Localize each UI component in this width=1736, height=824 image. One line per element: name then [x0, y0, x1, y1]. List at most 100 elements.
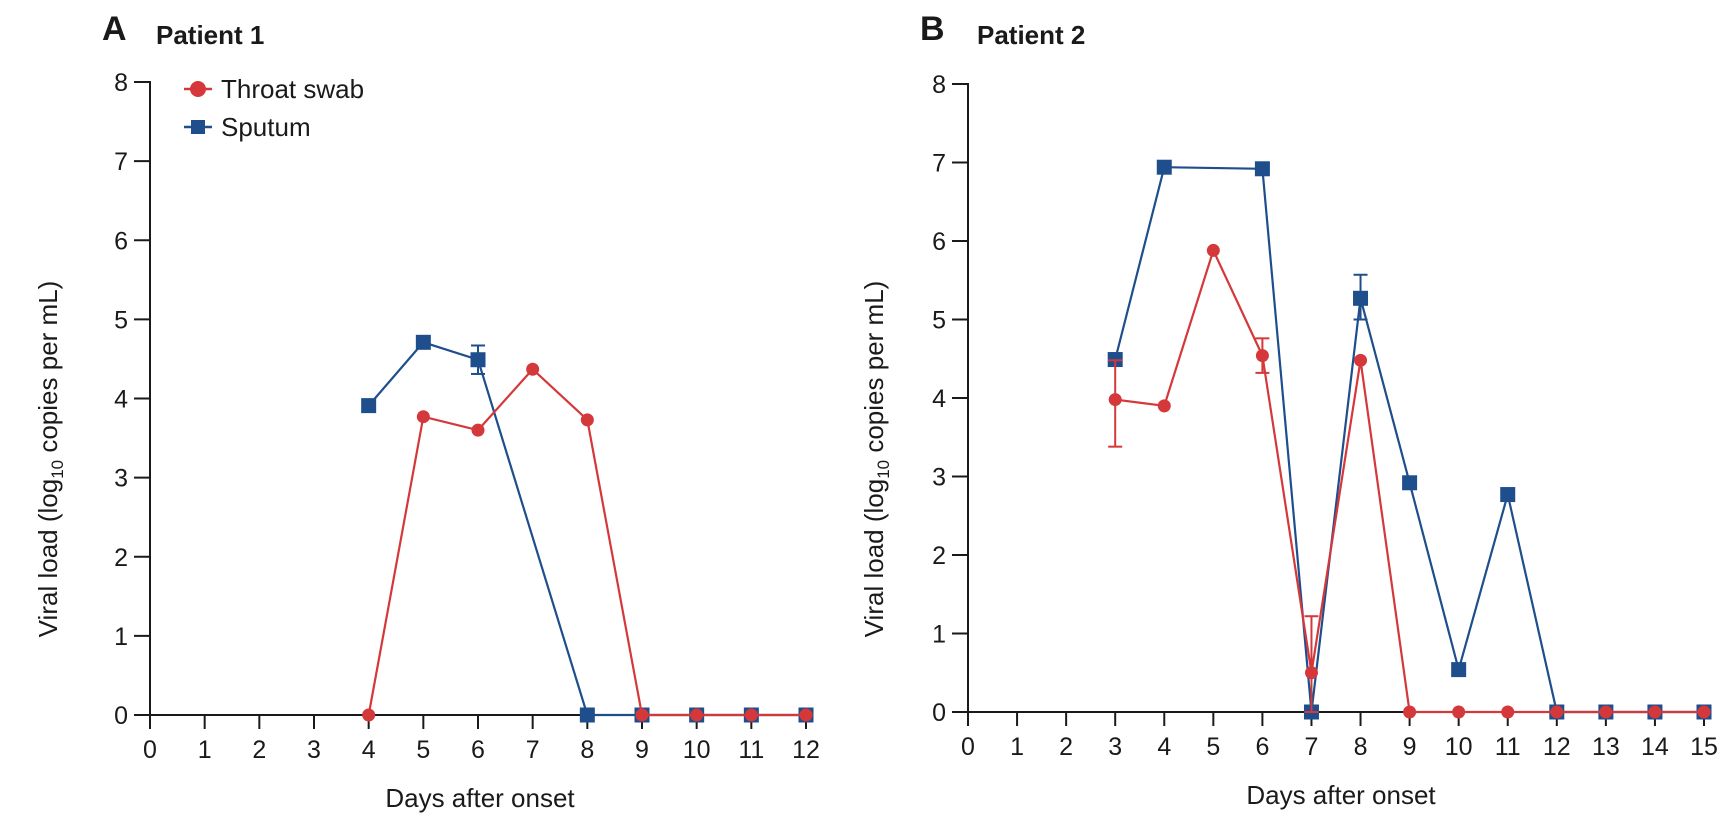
- panel-letter-a: A: [102, 10, 127, 48]
- y-axis-title-a: Viral load (log10 copies per mL): [33, 281, 67, 638]
- data-point-throat-swab-b-9: [1403, 705, 1417, 719]
- legend-label-sputum: Sputum: [221, 112, 311, 142]
- y-tick-label-b-1: 1: [932, 621, 946, 649]
- x-tick-label-b-10: 10: [1445, 733, 1473, 761]
- series-line-sputum-a: [367, 341, 806, 717]
- y-tick-label-b-2: 2: [932, 542, 946, 570]
- x-tick-label-b-14: 14: [1641, 733, 1669, 761]
- y-tick-label-a-6: 6: [114, 227, 128, 255]
- panel-b: B Patient 2 Days after onset Viral load …: [859, 10, 1718, 810]
- data-point-throat-swab-b-13: [1599, 705, 1613, 719]
- series-throat-swab-a: [362, 362, 813, 722]
- y-tick-label-a-1: 1: [114, 623, 128, 651]
- data-point-throat-swab-a-5: [416, 410, 430, 424]
- data-point-throat-swab-a-6: [471, 423, 485, 437]
- panel-title-b: Patient 2: [977, 20, 1085, 50]
- data-point-throat-swab-a-11: [744, 708, 758, 722]
- series-sputum-a: [361, 334, 814, 723]
- x-tick-label-b-13: 13: [1592, 733, 1620, 761]
- data-point-throat-swab-b-4: [1157, 399, 1171, 413]
- x-tick-label-b-12: 12: [1543, 733, 1571, 761]
- x-tick-label-a-9: 9: [635, 736, 649, 764]
- y-tick-label-b-8: 8: [932, 71, 946, 99]
- x-tick-label-a-5: 5: [416, 736, 430, 764]
- legend-label-throat-swab: Throat swab: [221, 74, 364, 104]
- data-point-throat-swab-b-14: [1648, 705, 1662, 719]
- data-point-throat-swab-b-12: [1550, 705, 1564, 719]
- x-tick-label-a-12: 12: [792, 736, 820, 764]
- data-point-throat-swab-b-11: [1501, 705, 1515, 719]
- panel-a: A Patient 1 Days after onset Viral load …: [33, 10, 820, 813]
- data-point-throat-swab-b-7: [1304, 666, 1318, 680]
- x-tick-label-b-11: 11: [1495, 733, 1521, 761]
- data-point-sputum-a-4: [361, 398, 377, 414]
- data-point-throat-swab-b-6: [1255, 349, 1269, 363]
- data-point-throat-swab-b-5: [1206, 243, 1220, 257]
- error-bar-throat-swab-b-7: [1304, 615, 1319, 713]
- y-tick-label-b-6: 6: [932, 228, 946, 256]
- y-axis-title-b: Viral load (log10 copies per mL): [859, 281, 893, 638]
- data-point-sputum-b-11: [1500, 487, 1516, 503]
- x-tick-label-a-3: 3: [307, 736, 321, 764]
- y-tick-label-a-2: 2: [114, 544, 128, 572]
- y-tick-label-a-7: 7: [114, 148, 128, 176]
- data-point-throat-swab-a-4: [362, 708, 376, 722]
- x-tick-label-b-15: 15: [1690, 733, 1718, 761]
- legend: Throat swab Sputum: [184, 74, 364, 142]
- x-tick-label-a-6: 6: [471, 736, 485, 764]
- y-tick-label-a-0: 0: [114, 702, 128, 730]
- data-point-sputum-a-5: [415, 334, 431, 350]
- legend-marker-sputum: [191, 120, 205, 134]
- legend-item-sputum: Sputum: [184, 112, 311, 142]
- data-point-throat-swab-b-15: [1697, 705, 1711, 719]
- x-tick-label-a-2: 2: [252, 736, 266, 764]
- data-point-throat-swab-a-10: [690, 708, 704, 722]
- data-point-throat-swab-a-12: [799, 708, 813, 722]
- y-tick-label-b-3: 3: [932, 464, 946, 492]
- data-point-sputum-b-8: [1353, 290, 1369, 306]
- data-point-sputum-b-4: [1156, 159, 1172, 175]
- y-tick-label-a-4: 4: [114, 386, 128, 414]
- data-point-sputum-a-6: [470, 352, 486, 368]
- x-tick-label-a-10: 10: [683, 736, 711, 764]
- series-throat-swab-b: [1108, 243, 1711, 719]
- x-tick-label-b-8: 8: [1354, 733, 1368, 761]
- data-point-sputum-b-6: [1254, 161, 1270, 177]
- x-tick-label-a-0: 0: [143, 736, 157, 764]
- x-tick-label-b-6: 6: [1255, 733, 1269, 761]
- x-tick-label-b-0: 0: [961, 733, 975, 761]
- x-tick-label-b-1: 1: [1010, 733, 1024, 761]
- data-point-throat-swab-b-10: [1452, 705, 1466, 719]
- y-tick-label-a-3: 3: [114, 465, 128, 493]
- x-tick-label-b-2: 2: [1059, 733, 1073, 761]
- y-tick-label-b-5: 5: [932, 307, 946, 335]
- data-point-throat-swab-a-7: [526, 362, 540, 376]
- x-tick-label-b-9: 9: [1403, 733, 1417, 761]
- y-tick-label-b-7: 7: [932, 150, 946, 178]
- panel-letter-b: B: [920, 10, 945, 48]
- x-tick-label-b-5: 5: [1206, 733, 1220, 761]
- y-tick-label-a-5: 5: [114, 306, 128, 334]
- y-tick-label-a-8: 8: [114, 69, 128, 97]
- y-tick-label-b-4: 4: [932, 385, 946, 413]
- data-point-throat-swab-b-8: [1354, 353, 1368, 367]
- x-tick-label-a-8: 8: [580, 736, 594, 764]
- x-tick-label-a-11: 11: [738, 736, 764, 764]
- series-line-sputum-b: [1114, 166, 1704, 714]
- x-tick-label-a-7: 7: [526, 736, 540, 764]
- data-point-sputum-b-10: [1451, 662, 1467, 678]
- x-tick-label-a-4: 4: [362, 736, 376, 764]
- data-point-throat-swab-a-8: [580, 413, 594, 427]
- x-tick-label-b-7: 7: [1305, 733, 1319, 761]
- legend-item-throat-swab: Throat swab: [184, 74, 364, 104]
- panel-title-a: Patient 1: [156, 20, 264, 50]
- x-tick-label-a-1: 1: [198, 736, 212, 764]
- data-point-throat-swab-b-3: [1108, 393, 1122, 407]
- series-sputum-b: [1107, 159, 1712, 720]
- x-tick-label-b-3: 3: [1108, 733, 1122, 761]
- data-point-throat-swab-a-9: [635, 708, 649, 722]
- x-axis-title-b: Days after onset: [1246, 780, 1436, 810]
